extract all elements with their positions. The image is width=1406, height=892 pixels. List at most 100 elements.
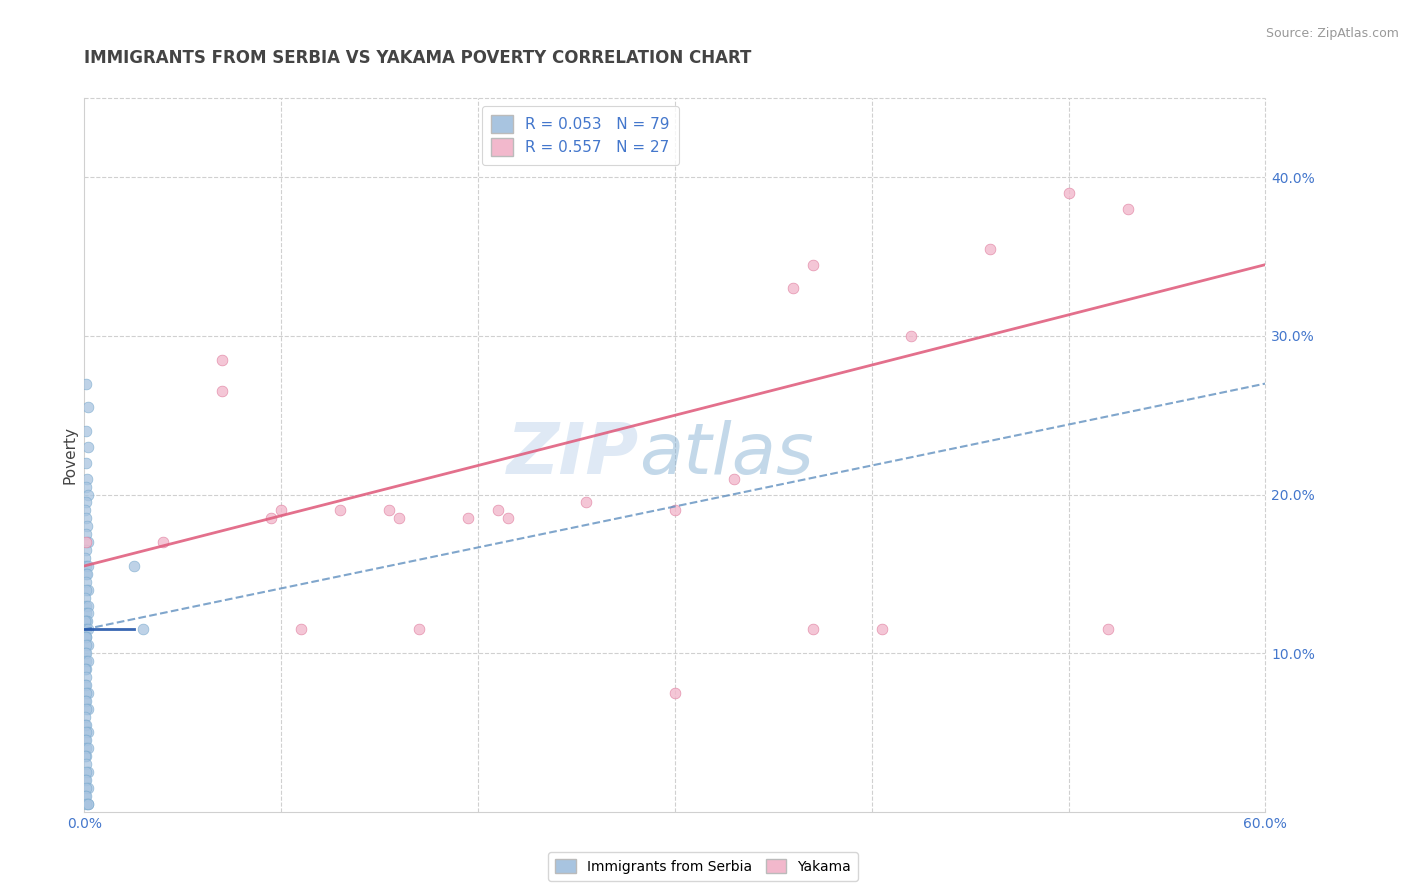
Point — [801, 258, 824, 272]
Point — [76, 472, 98, 486]
Point — [77, 686, 100, 700]
Point — [77, 558, 100, 573]
Point — [77, 623, 100, 637]
Point — [75, 772, 97, 787]
Text: IMMIGRANTS FROM SERBIA VS YAKAMA POVERTY CORRELATION CHART: IMMIGRANTS FROM SERBIA VS YAKAMA POVERTY… — [84, 49, 752, 67]
Point — [75, 574, 97, 589]
Point — [329, 503, 352, 517]
Point — [76, 519, 98, 533]
Text: Source: ZipAtlas.com: Source: ZipAtlas.com — [1265, 27, 1399, 40]
Point — [486, 503, 509, 517]
Point — [75, 424, 97, 438]
Point — [75, 646, 97, 660]
Point — [260, 511, 283, 525]
Legend: Immigrants from Serbia, Yakama: Immigrants from Serbia, Yakama — [548, 852, 858, 880]
Point — [77, 765, 100, 780]
Point — [76, 566, 98, 581]
Point — [75, 376, 97, 391]
Point — [75, 725, 97, 739]
Point — [77, 797, 100, 811]
Legend: R = 0.053   N = 79, R = 0.557   N = 27: R = 0.053 N = 79, R = 0.557 N = 27 — [482, 106, 679, 165]
Point — [77, 401, 100, 415]
Point — [75, 765, 97, 780]
Point — [77, 599, 100, 613]
Point — [75, 558, 97, 573]
Point — [75, 646, 97, 660]
Point — [290, 623, 312, 637]
Point — [75, 503, 97, 517]
Point — [75, 701, 97, 715]
Point — [75, 757, 97, 772]
Point — [75, 686, 97, 700]
Point — [75, 456, 97, 470]
Point — [378, 503, 401, 517]
Point — [75, 630, 97, 644]
Point — [870, 623, 893, 637]
Point — [1097, 623, 1119, 637]
Point — [77, 780, 100, 795]
Point — [1116, 202, 1139, 216]
Point — [75, 789, 97, 803]
Point — [75, 797, 97, 811]
Point — [75, 662, 97, 676]
Point — [77, 440, 100, 454]
Point — [782, 281, 804, 295]
Point — [75, 566, 97, 581]
Point — [75, 630, 97, 644]
Point — [75, 615, 97, 629]
Point — [75, 749, 97, 764]
Point — [77, 725, 100, 739]
Point — [496, 511, 519, 525]
Point — [75, 717, 97, 731]
Point — [75, 591, 97, 605]
Point — [76, 615, 98, 629]
Point — [75, 654, 97, 668]
Point — [75, 527, 97, 541]
Point — [75, 780, 97, 795]
Point — [408, 623, 430, 637]
Point — [75, 511, 97, 525]
Point — [211, 384, 233, 399]
Point — [723, 472, 745, 486]
Point — [75, 749, 97, 764]
Point — [77, 487, 100, 501]
Point — [77, 654, 100, 668]
Point — [75, 662, 97, 676]
Point — [270, 503, 292, 517]
Point — [75, 495, 97, 509]
Point — [211, 352, 233, 367]
Point — [75, 772, 97, 787]
Point — [77, 638, 100, 652]
Point — [75, 678, 97, 692]
Point — [122, 558, 145, 573]
Point — [75, 694, 97, 708]
Point — [75, 535, 97, 549]
Point — [75, 599, 97, 613]
Point — [152, 535, 174, 549]
Point — [457, 511, 479, 525]
Text: ZIP: ZIP — [508, 420, 640, 490]
Point — [75, 789, 97, 803]
Point — [132, 623, 155, 637]
Point — [75, 582, 97, 597]
Point — [75, 623, 97, 637]
Point — [75, 480, 97, 494]
Point — [77, 797, 100, 811]
Point — [664, 503, 686, 517]
Point — [77, 582, 100, 597]
Point — [75, 709, 97, 723]
Text: atlas: atlas — [640, 420, 814, 490]
Point — [75, 638, 97, 652]
Point — [75, 678, 97, 692]
Point — [75, 615, 97, 629]
Point — [664, 686, 686, 700]
Point — [575, 495, 598, 509]
Point — [77, 535, 100, 549]
Point — [1057, 186, 1080, 201]
Point — [388, 511, 411, 525]
Point — [75, 607, 97, 621]
Point — [75, 694, 97, 708]
Y-axis label: Poverty: Poverty — [62, 425, 77, 484]
Point — [900, 329, 922, 343]
Point — [75, 717, 97, 731]
